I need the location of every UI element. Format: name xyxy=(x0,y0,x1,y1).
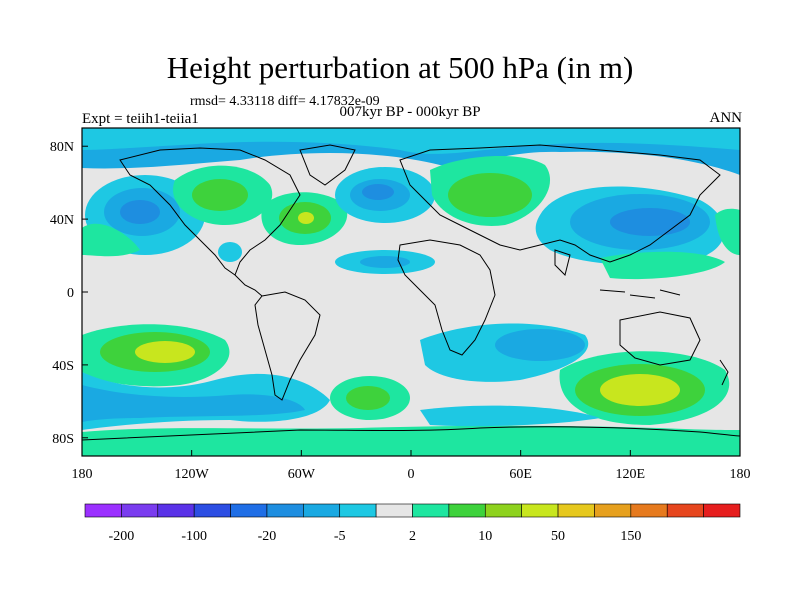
natlantic-low-core xyxy=(362,184,394,200)
x-tick-label: 120E xyxy=(616,467,646,482)
wpacific-ridge xyxy=(600,251,725,280)
y-tick-label: 80N xyxy=(50,140,74,155)
x-tick-label: 0 xyxy=(408,467,415,482)
coastlines xyxy=(82,144,740,441)
eurasia-high-core xyxy=(448,173,532,217)
colorbar-box xyxy=(557,503,595,518)
colorbar-box xyxy=(448,503,486,518)
colorbar-label: 2 xyxy=(409,529,416,544)
colorbar: -200 -100 -20 -5 2 10 50 150 xyxy=(84,503,741,544)
east-edge-green xyxy=(715,208,740,255)
rmsd-diff-stats: rmsd= 4.33118 diff= 4.17832e-09 xyxy=(190,94,380,109)
x-tick-label: 120W xyxy=(175,467,210,482)
antarctica-coast xyxy=(82,426,740,441)
southern-ocean-blue xyxy=(420,405,600,427)
x-tick-label: 60E xyxy=(509,467,532,482)
axis-ticks: 180 120W 60W 0 60E 120E 180 80N 40N 0 40S 80S xyxy=(50,140,751,482)
y-tick-label: 40S xyxy=(52,359,74,374)
arctic-cyan xyxy=(82,128,740,154)
season-label: ANN xyxy=(709,110,743,126)
colorbar-box xyxy=(121,503,159,518)
asia-low-core xyxy=(610,208,690,236)
colorbar-box xyxy=(84,503,122,518)
colorbar-label: -5 xyxy=(334,529,346,544)
y-tick-label: 40N xyxy=(50,213,74,228)
colorbar-box xyxy=(484,503,522,518)
colorbar-box xyxy=(193,503,231,518)
map-title: Height perturbation at 500 hPa (in m) xyxy=(166,50,634,85)
colorbar-label: 150 xyxy=(620,529,641,544)
central-america-coast xyxy=(234,274,263,297)
x-tick-label: 60W xyxy=(288,467,316,482)
australia-coast xyxy=(619,311,701,366)
colorbar-box xyxy=(521,503,559,518)
colorbar-label: -20 xyxy=(258,529,277,544)
eurasia-coast xyxy=(399,144,721,263)
colorbar-box xyxy=(630,503,668,518)
period-label: 007kyr BP - 000kyr BP xyxy=(339,104,481,120)
colorbar-label: -200 xyxy=(109,529,135,544)
colorbar-box xyxy=(157,503,195,518)
experiment-label: Expt = teiih1-teiia1 xyxy=(82,111,199,127)
greenland-coast xyxy=(299,144,356,186)
natlantic-high-peak xyxy=(298,212,314,224)
colorbar-box xyxy=(412,503,450,518)
antarctic-green-band xyxy=(82,425,740,456)
africa-coast xyxy=(397,239,496,356)
new-zealand-coast xyxy=(719,359,729,386)
colorbar-label: -100 xyxy=(181,529,207,544)
india-coast xyxy=(554,249,571,276)
sindian-blue-core xyxy=(495,329,585,361)
x-tick-label: 180 xyxy=(72,467,93,482)
colorbar-box xyxy=(375,503,413,518)
namerica-high-core xyxy=(192,179,248,211)
sindian-high-peak xyxy=(600,374,680,406)
colorbar-label: 10 xyxy=(478,529,492,544)
colorbar-label: 50 xyxy=(551,529,565,544)
caribbean-low xyxy=(218,242,242,262)
colorbar-box xyxy=(666,503,704,518)
southern-pacific-blue-core xyxy=(82,385,305,422)
colorbar-box xyxy=(703,503,741,518)
colorbar-box xyxy=(594,503,632,518)
contour-field xyxy=(82,128,740,456)
indonesia-islands xyxy=(599,289,681,299)
colorbar-box xyxy=(303,503,341,518)
npacific-low-core xyxy=(120,200,160,224)
west-edge-green xyxy=(82,223,140,257)
satlantic-high-core xyxy=(346,386,390,410)
colorbar-box xyxy=(339,503,377,518)
tatlantic-low-core xyxy=(360,256,410,268)
x-tick-label: 180 xyxy=(730,467,751,482)
y-tick-label: 0 xyxy=(67,286,74,301)
north-america-coast xyxy=(119,147,301,276)
colorbar-box xyxy=(266,503,304,518)
colorbar-box xyxy=(230,503,268,518)
south-america-coast xyxy=(254,291,321,401)
y-tick-label: 80S xyxy=(52,432,74,447)
spacific-high-peak xyxy=(135,341,195,363)
